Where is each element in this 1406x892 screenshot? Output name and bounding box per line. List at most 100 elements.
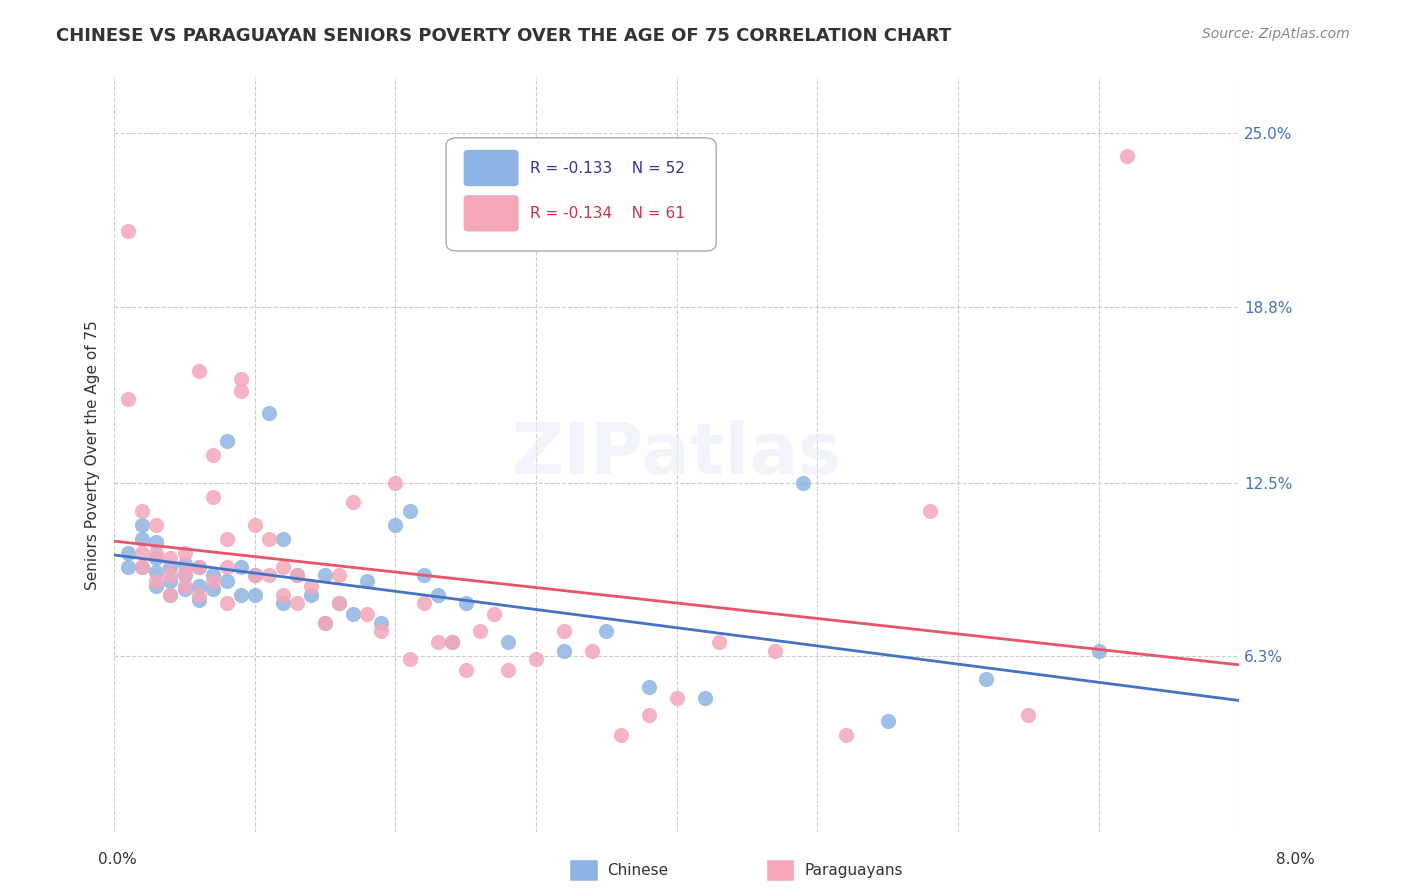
Point — [398, 504, 420, 518]
Point — [468, 624, 491, 638]
Point — [173, 582, 195, 596]
Point — [145, 566, 167, 580]
Point — [328, 568, 350, 582]
Point — [145, 517, 167, 532]
Point — [1115, 149, 1137, 163]
Text: ZIPatlas: ZIPatlas — [512, 420, 842, 490]
Point — [356, 574, 378, 588]
Point — [257, 532, 280, 546]
Point — [243, 568, 266, 582]
Point — [173, 557, 195, 571]
Point — [243, 517, 266, 532]
Point — [201, 574, 224, 588]
FancyBboxPatch shape — [463, 194, 519, 232]
Point — [131, 546, 153, 560]
Point — [328, 596, 350, 610]
Point — [440, 635, 463, 649]
Point — [328, 596, 350, 610]
Point — [117, 559, 139, 574]
Point — [117, 546, 139, 560]
Point — [201, 490, 224, 504]
Point — [145, 574, 167, 588]
Point — [187, 559, 209, 574]
Point — [370, 624, 392, 638]
Point — [131, 517, 153, 532]
Point — [117, 224, 139, 238]
Point — [145, 579, 167, 593]
Point — [974, 672, 997, 686]
Point — [131, 532, 153, 546]
Point — [131, 504, 153, 518]
Point — [665, 691, 688, 706]
Point — [229, 559, 252, 574]
Point — [553, 643, 575, 657]
Point — [285, 596, 308, 610]
Point — [173, 546, 195, 560]
Point — [131, 559, 153, 574]
Point — [609, 727, 631, 741]
Text: Chinese: Chinese — [607, 863, 668, 878]
Point — [173, 579, 195, 593]
Point — [524, 652, 547, 666]
Point — [299, 588, 322, 602]
Point — [314, 615, 336, 630]
Point — [159, 588, 181, 602]
Point — [637, 708, 659, 723]
Point — [398, 652, 420, 666]
Point — [187, 593, 209, 607]
Point — [271, 596, 294, 610]
Point — [145, 534, 167, 549]
Point — [215, 559, 238, 574]
Point — [215, 596, 238, 610]
Text: Paraguayans: Paraguayans — [804, 863, 903, 878]
Text: 8.0%: 8.0% — [1275, 852, 1315, 867]
Point — [131, 559, 153, 574]
Point — [314, 568, 336, 582]
Point — [159, 574, 181, 588]
Point — [285, 568, 308, 582]
Point — [426, 635, 449, 649]
Point — [426, 588, 449, 602]
Point — [229, 588, 252, 602]
Point — [117, 392, 139, 406]
Point — [595, 624, 617, 638]
Text: R = -0.134    N = 61: R = -0.134 N = 61 — [530, 206, 685, 221]
Point — [159, 551, 181, 566]
Point — [792, 475, 814, 490]
Point — [342, 607, 364, 622]
Point — [187, 364, 209, 378]
Point — [187, 579, 209, 593]
Text: Source: ZipAtlas.com: Source: ZipAtlas.com — [1202, 27, 1350, 41]
Point — [412, 568, 434, 582]
Point — [314, 615, 336, 630]
Text: R = -0.133    N = 52: R = -0.133 N = 52 — [530, 161, 685, 176]
Point — [384, 475, 406, 490]
Point — [271, 588, 294, 602]
Point — [763, 643, 786, 657]
Point — [257, 568, 280, 582]
Point — [271, 559, 294, 574]
Point — [496, 663, 519, 677]
Point — [215, 574, 238, 588]
Point — [342, 495, 364, 509]
Point — [553, 624, 575, 638]
Point — [271, 532, 294, 546]
Point — [370, 615, 392, 630]
Point — [159, 588, 181, 602]
Point — [145, 546, 167, 560]
Point — [159, 559, 181, 574]
Point — [257, 406, 280, 420]
Point — [285, 568, 308, 582]
Point — [187, 588, 209, 602]
Point — [356, 607, 378, 622]
Point — [299, 579, 322, 593]
Text: 0.0%: 0.0% — [98, 852, 138, 867]
Point — [637, 680, 659, 694]
Y-axis label: Seniors Poverty Over the Age of 75: Seniors Poverty Over the Age of 75 — [86, 320, 100, 590]
Point — [243, 568, 266, 582]
Point — [201, 582, 224, 596]
Point — [581, 643, 603, 657]
Point — [1017, 708, 1039, 723]
Point — [229, 384, 252, 398]
Point — [384, 517, 406, 532]
